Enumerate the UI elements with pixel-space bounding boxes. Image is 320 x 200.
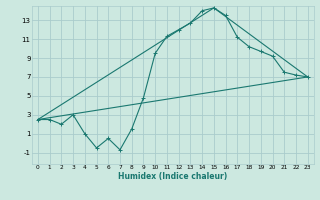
X-axis label: Humidex (Indice chaleur): Humidex (Indice chaleur)	[118, 172, 228, 181]
